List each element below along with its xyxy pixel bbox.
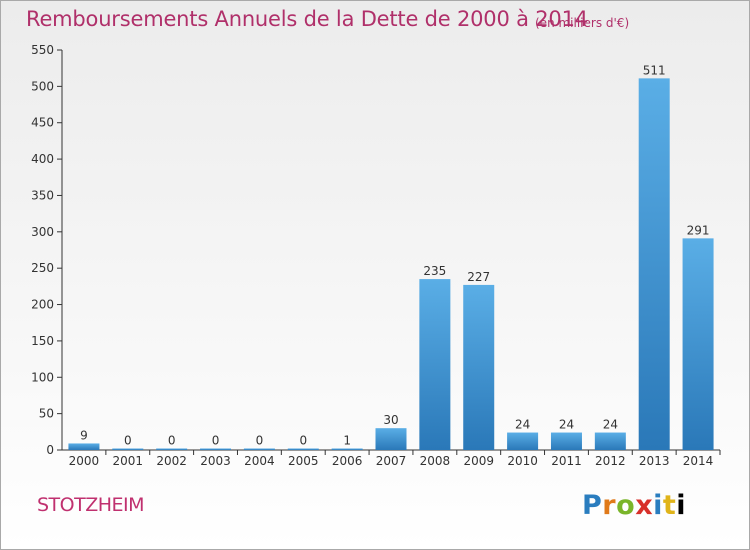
y-tick-label: 350 (31, 188, 54, 202)
logo-letter: x (635, 490, 654, 521)
bar-value-label: 24 (559, 418, 574, 432)
bar-value-label: 24 (603, 418, 618, 432)
y-tick-label: 150 (31, 334, 54, 348)
x-tick-label: 2009 (463, 454, 494, 468)
bar-value-label: 1 (343, 434, 351, 448)
logo-letter: t (662, 490, 677, 521)
bar-2014 (682, 238, 714, 450)
bar-value-label: 0 (124, 434, 132, 448)
x-tick-label: 2004 (244, 454, 275, 468)
bar-2000 (68, 443, 100, 450)
logo-letter: P (582, 490, 603, 521)
bar-2013 (638, 78, 670, 450)
y-tick-label: 250 (31, 261, 54, 275)
x-tick-label: 2001 (113, 454, 144, 468)
x-tick-label: 2002 (156, 454, 187, 468)
bar-2009 (463, 284, 495, 450)
bar-value-label: 235 (423, 264, 446, 278)
y-tick-label: 200 (31, 298, 54, 312)
bar-value-label: 30 (383, 413, 398, 427)
y-tick-label: 500 (31, 79, 54, 93)
y-tick-label: 300 (31, 225, 54, 239)
chart-title-text: Remboursements Annuels de la Dette de 20… (26, 7, 588, 31)
x-tick-label: 2010 (507, 454, 538, 468)
bar-2008 (419, 279, 451, 450)
bar-value-label: 0 (299, 434, 307, 448)
y-tick-label: 0 (46, 443, 54, 457)
y-tick-label: 100 (31, 370, 54, 384)
bar-value-label: 0 (212, 434, 220, 448)
y-tick-label: 450 (31, 116, 54, 130)
bar-2006 (331, 448, 363, 450)
logo-letter: i (676, 490, 687, 521)
x-tick-label: 2000 (69, 454, 100, 468)
y-tick-label: 400 (31, 152, 54, 166)
y-tick-label: 550 (31, 43, 54, 57)
x-tick-label: 2007 (376, 454, 407, 468)
chart-title: Remboursements Annuels de la Dette de 20… (26, 7, 588, 31)
town-name: STOTZHEIM (37, 494, 145, 516)
chart-value-labels: 9 0 0 0 0 0 1 30 235 227 24 24 24 511 291 (80, 63, 709, 447)
x-tick-label: 2014 (683, 454, 714, 468)
x-tick-label: 2005 (288, 454, 319, 468)
bar-value-label: 227 (467, 270, 490, 284)
bar-2003 (200, 448, 232, 450)
logo-letter: r (602, 490, 617, 521)
x-tick-label: 2013 (639, 454, 670, 468)
bar-value-label: 511 (643, 63, 666, 77)
x-tick-label: 2008 (420, 454, 451, 468)
bar-value-label: 0 (168, 434, 176, 448)
x-tick-label: 2012 (595, 454, 626, 468)
chart-bars (68, 78, 714, 450)
bar-2010 (507, 432, 539, 450)
bar-value-label: 0 (256, 434, 264, 448)
bar-2012 (594, 432, 626, 450)
bar-2011 (550, 432, 582, 450)
bar-2007 (375, 428, 407, 450)
bar-2002 (156, 448, 188, 450)
bar-value-label: 9 (80, 428, 88, 442)
bar-value-label: 24 (515, 418, 530, 432)
logo-letter: i (653, 490, 663, 521)
bar-2004 (243, 448, 275, 450)
x-tick-label: 2011 (551, 454, 582, 468)
proxiti-logo: Proxiti (582, 490, 686, 521)
y-tick-label: 50 (39, 407, 54, 421)
bar-2005 (287, 448, 319, 450)
bar-2001 (112, 448, 144, 450)
logo-letter: o (616, 490, 636, 521)
x-tick-label: 2003 (200, 454, 231, 468)
x-tick-label: 2006 (332, 454, 363, 468)
chart-subtitle: (en milliers d'€) (535, 16, 630, 30)
bar-value-label: 291 (687, 223, 710, 237)
